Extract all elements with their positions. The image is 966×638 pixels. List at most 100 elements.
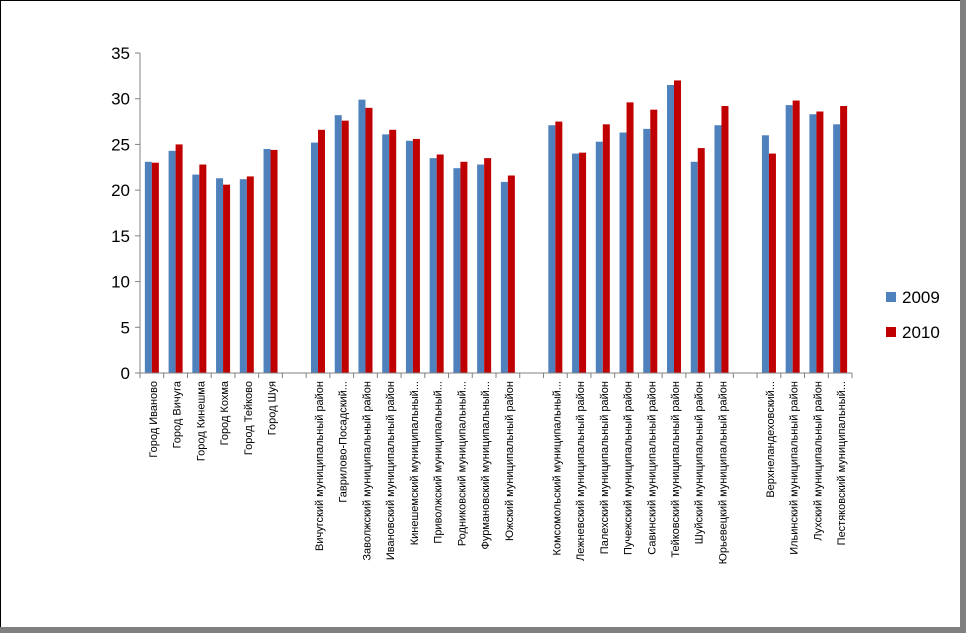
bar-2010-2 — [199, 164, 207, 373]
bar-2010-17 — [555, 121, 563, 373]
bar-2009-29 — [833, 124, 841, 373]
x-tick-label: Южский муниципальный район — [504, 381, 516, 541]
bar-2009-24 — [714, 125, 722, 373]
x-tick-label: Город Тейково — [243, 381, 255, 455]
bar-2009-28 — [809, 114, 817, 373]
x-tick-label: Город Вичуга — [172, 380, 184, 448]
legend-label-2010: 2010 — [902, 323, 940, 342]
bar-2009-12 — [429, 158, 437, 373]
bar-2010-11 — [412, 138, 420, 373]
bars-group — [144, 80, 848, 374]
bar-2010-22 — [674, 80, 681, 373]
bar-2010-24 — [721, 106, 729, 374]
x-tick-label: Верхнеландеховский... — [765, 381, 777, 498]
bar-2009-2 — [192, 174, 200, 373]
x-tick-label: Город Иваново — [148, 381, 160, 458]
bar-2010-9 — [365, 107, 373, 373]
x-tick-label: Гаврилово-Посадский... — [338, 381, 350, 503]
bar-2009-10 — [382, 134, 390, 373]
y-tick-label: 0 — [121, 364, 130, 383]
bar-2010-19 — [602, 124, 610, 373]
bar-2010-14 — [484, 158, 492, 373]
y-tick-label: 20 — [111, 181, 130, 200]
x-tick-label: Город Кинешма — [195, 380, 207, 461]
bar-2010-13 — [460, 161, 468, 373]
y-tick-label: 5 — [121, 318, 130, 337]
x-tick-label: Палехский муниципальный район — [599, 381, 611, 554]
bar-2009-1 — [168, 150, 176, 373]
bar-2009-8 — [334, 115, 342, 374]
x-tick-label: Вичугский муниципальный район — [314, 381, 326, 551]
x-tick-label: Город Кохма — [219, 380, 231, 445]
bar-2009-15 — [500, 181, 508, 373]
axes-group: 0 5 10 15 20 25 30 35 Город Иваново Город Вичуга Г… — [111, 44, 853, 564]
bar-2009-13 — [453, 168, 461, 373]
bar-2009-23 — [690, 161, 698, 373]
bar-2010-26 — [768, 153, 776, 373]
x-tick-label: Савинский муниципальный район — [646, 381, 658, 555]
bar-2009-19 — [595, 141, 603, 373]
x-tick-label: Лухский муниципальный район — [812, 381, 824, 541]
bar-2010-28 — [816, 111, 824, 373]
bar-2010-7 — [318, 129, 325, 373]
bar-2009-3 — [216, 178, 224, 373]
bar-2010-1 — [175, 144, 183, 373]
x-tick-label: Ильинский муниципальный район — [789, 381, 801, 555]
bar-2010-8 — [341, 120, 349, 374]
x-tick-label: Пучежский муниципальный район — [623, 381, 635, 555]
bar-2009-7 — [311, 142, 318, 373]
legend: 2009 2010 — [886, 288, 940, 342]
bar-2010-23 — [697, 148, 705, 373]
x-tick-label: Шуйский муниципальный район — [694, 381, 706, 544]
bar-2009-20 — [619, 132, 627, 373]
y-tick-label: 15 — [111, 227, 130, 246]
bar-2009-22 — [667, 85, 674, 373]
bar-2010-12 — [436, 154, 444, 373]
bar-2009-26 — [761, 135, 769, 373]
bar-2010-29 — [840, 106, 848, 374]
bar-2009-0 — [144, 161, 152, 373]
x-tick-label: Заволжский муниципальный район — [361, 381, 373, 561]
x-tick-label: Город Шуя — [267, 381, 279, 435]
x-tick-label: Юрьевецкий муниципальный район — [717, 381, 729, 564]
bar-2010-21 — [650, 109, 658, 373]
legend-label-2009: 2009 — [902, 288, 940, 307]
bar-2010-20 — [626, 102, 634, 373]
bar-2009-14 — [477, 164, 485, 373]
bar-2010-18 — [579, 152, 587, 373]
bar-2009-18 — [572, 153, 580, 373]
y-tick-label: 10 — [111, 273, 130, 292]
bar-2010-3 — [223, 184, 231, 373]
legend-swatch-2010 — [886, 327, 896, 337]
shadow-bottom — [0, 627, 966, 633]
x-tick-label: Приволжский муниципальный... — [433, 381, 445, 544]
x-tick-label: Комсомольский муниципальный... — [551, 381, 563, 555]
x-tick-label: Фурмановский муниципальный... — [480, 381, 492, 549]
x-tick-label: Ивановский муниципальный район — [385, 381, 397, 560]
y-tick-label: 30 — [111, 90, 130, 109]
bar-2009-11 — [405, 140, 413, 373]
bar-2009-21 — [643, 128, 651, 373]
y-tick-label: 35 — [111, 44, 130, 63]
x-tick-label: Лежневский муниципальный район — [575, 381, 587, 561]
x-tick-label: Тейковский муниципальный район — [670, 381, 682, 558]
bar-2010-27 — [792, 100, 800, 374]
x-tick-label: Родниковский муниципальный... — [456, 381, 468, 546]
bar-2009-5 — [263, 149, 271, 373]
x-tick-label: Пестяковский муниципальный... — [836, 381, 848, 545]
shadow-right — [960, 0, 966, 633]
legend-swatch-2009 — [886, 292, 896, 302]
bar-2010-0 — [151, 162, 159, 373]
bar-2009-27 — [785, 105, 793, 373]
bar-2010-4 — [246, 176, 254, 373]
bar-2010-5 — [270, 149, 278, 373]
bar-2009-17 — [548, 125, 556, 373]
bar-2010-15 — [507, 175, 515, 373]
x-tick-label: Кинешемский муниципальный... — [409, 381, 421, 545]
bar-2009-4 — [239, 179, 247, 373]
bar-2009-9 — [358, 99, 366, 373]
bar-2010-10 — [389, 129, 397, 373]
y-tick-label: 25 — [111, 135, 130, 154]
